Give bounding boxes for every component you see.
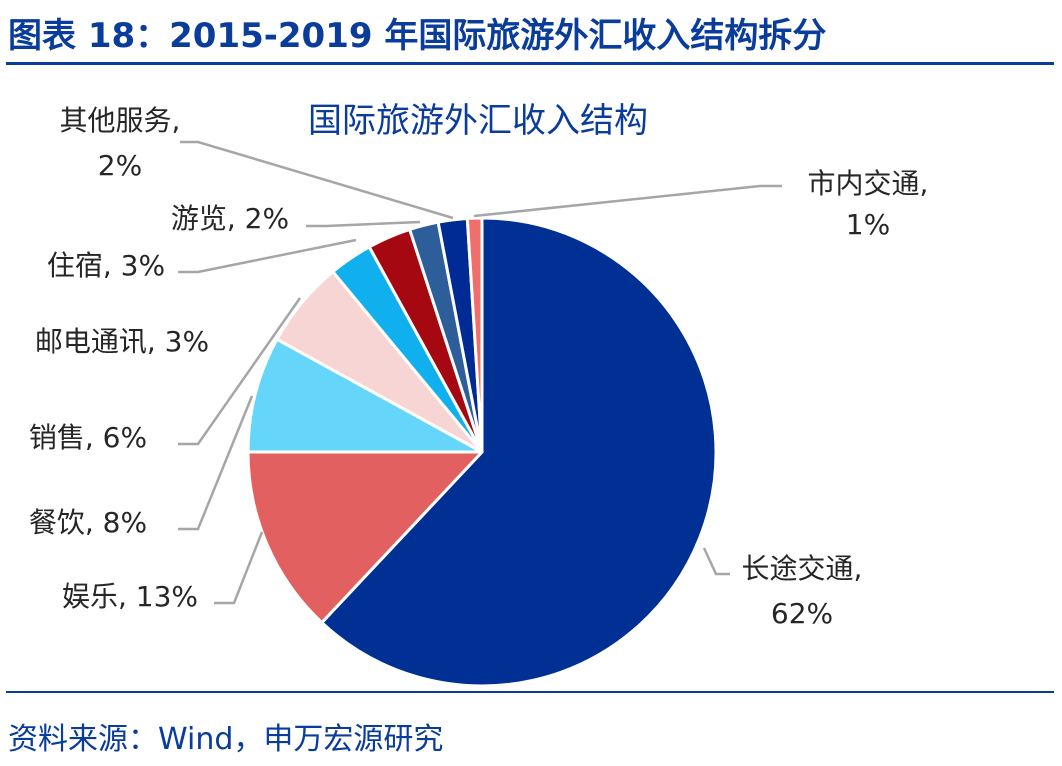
leader-line-2: [214, 531, 264, 605]
slice-label-5: 邮电通讯, 3%: [35, 325, 209, 358]
leader-line-6: [178, 238, 357, 274]
pie-slice-3: [246, 337, 484, 454]
leader-line-8: [180, 140, 454, 220]
figure-title: 图表 18：2015-2019 年国际旅游外汇收入结构拆分: [8, 16, 827, 56]
title-divider: [6, 62, 1054, 65]
slice-label-2: 娱乐, 13%: [62, 580, 198, 613]
slice-label-1: 长途交通, 62%: [742, 552, 863, 630]
slice-label-6: 住宿, 3%: [47, 249, 165, 282]
source-note: 资料来源：Wind，申万宏源研究: [8, 722, 444, 757]
leader-line-4: [178, 297, 302, 446]
pie-slice-9: [465, 216, 484, 454]
source-divider: [6, 691, 1054, 693]
leader-line-1: [702, 547, 730, 576]
pie-slice-2: [246, 450, 484, 625]
slice-label-9: 市内交通, 1%: [808, 167, 929, 241]
pie-slice-1: [320, 216, 718, 688]
slice-label-7: 游览, 2%: [171, 202, 289, 235]
slice-label-4: 销售, 6%: [29, 421, 147, 454]
leader-line-7: [306, 220, 421, 228]
leader-line-9: [473, 184, 782, 218]
chart-title: 国际旅游外汇收入结构: [308, 101, 648, 141]
slice-label-8: 其他服务, 2%: [60, 104, 181, 182]
leader-line-3: [178, 395, 254, 531]
slice-label-3: 餐饮, 8%: [29, 506, 147, 539]
